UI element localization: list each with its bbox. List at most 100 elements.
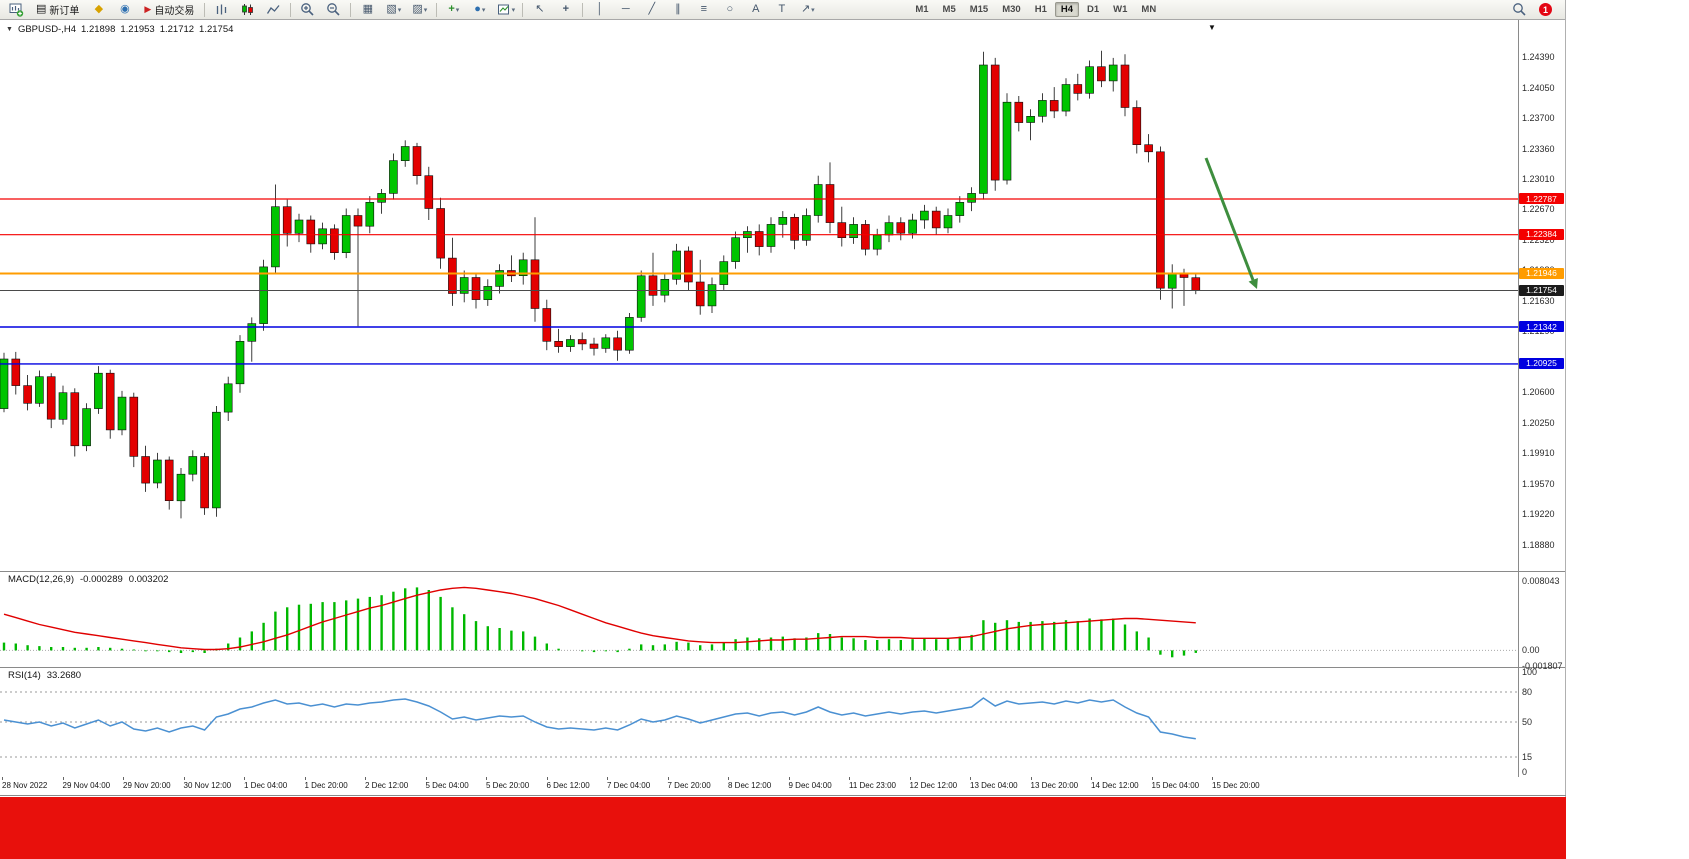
chevron-down-icon: ▾ — [481, 6, 486, 14]
tile-windows-button[interactable]: ▦ — [355, 0, 380, 19]
timeframe-button-m15[interactable]: M15 — [969, 4, 989, 15]
time-label: 14 Dec 12:00 — [1091, 781, 1139, 790]
trendline-tool-button[interactable]: ╱ — [639, 0, 664, 19]
price-tick-label: 1.20250 — [1522, 417, 1555, 428]
timeframe-toolbar: M1 M5 M15 M30 H1 H4 D1 W1 MN — [909, 2, 1162, 17]
timeframe-button-mn[interactable]: MN — [1141, 4, 1157, 15]
autotrading-icon: ▶ — [144, 4, 152, 14]
channel-tool-button[interactable]: ∥ — [665, 0, 690, 19]
search-button[interactable] — [1507, 0, 1532, 19]
crosshair-button[interactable]: + — [553, 0, 578, 19]
time-tick — [1212, 777, 1213, 780]
indicators-button[interactable]: + ▾ — [441, 0, 466, 19]
rsi-indicator-panel[interactable] — [0, 668, 1518, 777]
shapes-tool-button[interactable]: ○ — [717, 0, 742, 19]
notification-badge[interactable]: 1 — [1539, 3, 1552, 16]
timeframe-button-h1[interactable]: H1 — [1034, 4, 1047, 15]
toolbar-separator — [436, 2, 438, 17]
toolbar: ▤ 新订单 ◆ ◉ ▶ 自动交易 — [0, 0, 1566, 20]
time-tick — [909, 777, 911, 780]
vertical-line-icon: │ — [596, 3, 604, 15]
price-tick-label: 1.24050 — [1522, 82, 1555, 93]
price-tick-label: 1.21630 — [1522, 295, 1555, 306]
profiles-button[interactable]: ◆ — [86, 0, 111, 19]
new-order-button[interactable]: ▤ 新订单 — [30, 0, 85, 19]
objects-icon: ▨ — [412, 3, 423, 15]
timeframe-button-h4[interactable]: H4 — [1054, 2, 1080, 17]
rsi-scale-label: 0 — [1522, 767, 1528, 777]
timeframe-button-w1[interactable]: W1 — [1113, 4, 1128, 15]
panel-separator[interactable] — [0, 571, 1566, 572]
periods-button[interactable]: ● ▾ — [467, 0, 492, 19]
new-chart-button[interactable] — [4, 0, 29, 19]
price-level-tag: 1.21342 — [1519, 321, 1564, 332]
arrows-tool-button[interactable]: ↗ ▾ — [795, 0, 820, 19]
time-label: 9 Dec 04:00 — [788, 781, 832, 790]
price-tick-label: 1.18880 — [1522, 539, 1555, 550]
timeframe-button-m5[interactable]: M5 — [942, 4, 956, 15]
candlestick-mode-button[interactable] — [235, 0, 260, 19]
symbol-timeframe-label: GBPUSD-,H4 — [17, 24, 77, 35]
time-label: 12 Dec 12:00 — [909, 781, 958, 790]
timeframe-button-m1[interactable]: M1 — [915, 4, 929, 15]
price-level-tag: 1.22787 — [1519, 193, 1564, 204]
horizontal-line-tool-button[interactable]: ─ — [613, 0, 638, 19]
objects-button[interactable]: ▨ ▾ — [407, 0, 432, 19]
timeframe-button-d1[interactable]: D1 — [1087, 4, 1100, 15]
autotrading-button[interactable]: ▶ 自动交易 — [138, 0, 200, 19]
indicators-add-icon: + — [448, 3, 455, 15]
zoom-in-button[interactable] — [295, 0, 320, 19]
cascade-windows-button[interactable]: ▧ ▾ — [381, 0, 406, 19]
text-tool-button[interactable]: A — [743, 0, 768, 19]
price-axis-border — [1518, 20, 1519, 777]
bottom-red-banner — [0, 797, 1566, 859]
rsi-scale-label: 80 — [1522, 687, 1533, 697]
bar-chart-mode-button[interactable] — [209, 0, 234, 19]
one-click-trading-toggle[interactable]: ▼ — [6, 26, 13, 33]
time-label: 8 Dec 12:00 — [728, 781, 772, 790]
macd-indicator-panel[interactable] — [0, 572, 1518, 668]
rsi-name: RSI(14) — [8, 670, 41, 681]
rsi-scale-label: 100 — [1522, 667, 1538, 677]
vertical-line-tool-button[interactable]: │ — [587, 0, 612, 19]
templates-icon — [497, 4, 509, 15]
rsi-value: 33.2680 — [46, 670, 82, 681]
time-label: 5 Dec 04:00 — [425, 781, 469, 790]
channel-icon: ∥ — [675, 3, 681, 15]
autotrading-label: 自动交易 — [154, 6, 195, 17]
label-tool-button[interactable]: T — [769, 0, 794, 19]
time-tick — [486, 777, 487, 780]
fibonacci-tool-button[interactable]: ≡ — [691, 0, 716, 19]
bar-chart-icon — [217, 4, 227, 15]
zoom-out-icon — [327, 3, 340, 16]
chevron-down-icon: ▾ — [511, 6, 516, 14]
price-tick-label: 1.22670 — [1522, 204, 1555, 215]
main-price-chart[interactable]: ▼ — [0, 20, 1518, 572]
zoom-out-button[interactable] — [321, 0, 346, 19]
time-label: 1 Dec 04:00 — [244, 781, 288, 790]
price-tick-label: 1.20600 — [1522, 387, 1555, 398]
time-tick — [970, 777, 971, 780]
templates-button[interactable]: ▾ — [493, 0, 518, 19]
chart-header: ▼ GBPUSD-,H4 1.21898 1.21953 1.21712 1.2… — [6, 24, 233, 35]
time-axis[interactable]: 28 Nov 2022 29 Nov 04:00 29 Nov 20:00 30 No… — [0, 777, 1566, 796]
time-label: 7 Dec 04:00 — [607, 781, 651, 790]
time-label: 5 Dec 20:00 — [486, 781, 530, 790]
panel-separator[interactable] — [0, 667, 1566, 668]
chevron-down-icon: ▾ — [811, 6, 815, 14]
price-axis[interactable]: 1.24390 1.24050 1.23700 1.23360 1.23010 1.226… — [1518, 20, 1566, 777]
chevron-down-icon: ▾ — [423, 6, 428, 14]
time-tick — [304, 777, 306, 780]
time-tick — [728, 777, 729, 780]
time-tick — [1091, 777, 1092, 780]
line-chart-mode-button[interactable] — [261, 0, 286, 19]
timeframe-button-m30[interactable]: M30 — [1002, 4, 1021, 15]
market-watch-button[interactable]: ◉ — [112, 0, 137, 19]
cursor-button[interactable]: ↖ — [527, 0, 552, 19]
tile-windows-icon: ▦ — [362, 3, 374, 15]
price-tick-label: 1.24390 — [1522, 52, 1555, 62]
close-value: 1.21754 — [199, 24, 234, 35]
annotation-arrow — [1204, 157, 1258, 289]
price-tick-label: 1.19910 — [1522, 448, 1555, 459]
time-label: 29 Nov 20:00 — [123, 781, 171, 790]
